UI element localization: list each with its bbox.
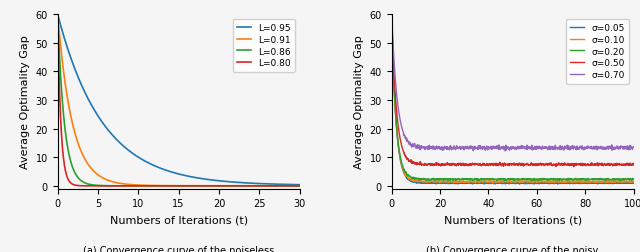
- Text: (a) Convergence curve of the noiseless: (a) Convergence curve of the noiseless: [83, 245, 274, 252]
- L=0.95: [252, 182, 260, 185]
- σ=0.05: [486, 182, 493, 185]
- σ=0.70: [486, 147, 493, 150]
- Line: σ=0.10: σ=0.10: [392, 15, 634, 183]
- Line: σ=0.50: σ=0.50: [392, 15, 634, 167]
- σ=0.50: [486, 163, 493, 166]
- σ=0.20: [475, 179, 483, 182]
- σ=0.20: [581, 179, 589, 182]
- Line: σ=0.05: σ=0.05: [392, 15, 634, 184]
- Y-axis label: Average Optimality Gap: Average Optimality Gap: [354, 36, 364, 169]
- σ=0.70: [581, 148, 589, 151]
- X-axis label: Numbers of Iterations (t): Numbers of Iterations (t): [444, 214, 582, 224]
- σ=0.70: [630, 146, 637, 149]
- L=0.80: [291, 185, 298, 188]
- L=0.86: [54, 14, 61, 17]
- Line: L=0.80: L=0.80: [58, 15, 300, 186]
- σ=0.70: [554, 148, 562, 151]
- Y-axis label: Average Optimality Gap: Average Optimality Gap: [20, 36, 30, 169]
- L=0.80: [185, 185, 193, 188]
- Line: σ=0.20: σ=0.20: [392, 15, 634, 181]
- Line: L=0.91: L=0.91: [58, 15, 300, 186]
- σ=0.20: [486, 178, 493, 181]
- σ=0.20: [412, 177, 420, 180]
- L=0.95: [169, 171, 177, 174]
- σ=0.70: [501, 150, 509, 153]
- σ=0.10: [412, 179, 420, 182]
- L=0.95: [170, 172, 178, 175]
- σ=0.50: [554, 163, 562, 166]
- L=0.95: [296, 183, 303, 186]
- σ=0.10: [494, 180, 502, 183]
- σ=0.10: [630, 181, 637, 184]
- σ=0.70: [412, 147, 420, 150]
- L=0.86: [170, 184, 178, 187]
- σ=0.10: [581, 180, 589, 183]
- Legend: L=0.95, L=0.91, L=0.86, L=0.80: L=0.95, L=0.91, L=0.86, L=0.80: [233, 20, 295, 73]
- σ=0.70: [388, 11, 396, 14]
- X-axis label: Numbers of Iterations (t): Numbers of Iterations (t): [109, 214, 248, 224]
- L=0.91: [170, 184, 178, 187]
- L=0.91: [54, 14, 61, 17]
- σ=0.05: [494, 182, 502, 185]
- σ=0.70: [577, 145, 584, 148]
- L=0.80: [169, 185, 177, 188]
- σ=0.50: [630, 164, 637, 167]
- σ=0.20: [554, 178, 562, 181]
- L=0.91: [296, 184, 303, 187]
- σ=0.05: [554, 182, 562, 185]
- L=0.91: [252, 184, 260, 187]
- σ=0.05: [388, 14, 396, 17]
- L=0.80: [253, 185, 260, 188]
- L=0.91: [290, 184, 298, 187]
- σ=0.05: [577, 181, 584, 184]
- L=0.95: [185, 175, 193, 178]
- σ=0.50: [570, 166, 578, 169]
- σ=0.10: [496, 181, 504, 184]
- σ=0.50: [577, 163, 584, 166]
- σ=0.20: [630, 178, 637, 181]
- σ=0.10: [486, 180, 493, 183]
- L=0.86: [198, 184, 205, 187]
- L=0.95: [290, 183, 298, 186]
- L=0.80: [296, 185, 303, 188]
- L=0.91: [198, 184, 205, 187]
- Line: L=0.86: L=0.86: [58, 15, 300, 186]
- L=0.80: [201, 185, 209, 188]
- σ=0.10: [554, 180, 562, 183]
- L=0.86: [169, 184, 177, 187]
- σ=0.50: [388, 14, 396, 17]
- σ=0.20: [495, 178, 502, 181]
- L=0.80: [170, 185, 178, 188]
- L=0.95: [54, 14, 61, 17]
- σ=0.20: [388, 14, 396, 17]
- L=0.86: [185, 184, 193, 187]
- σ=0.05: [531, 183, 538, 186]
- L=0.86: [296, 184, 303, 187]
- σ=0.05: [630, 182, 637, 185]
- L=0.91: [185, 184, 193, 187]
- σ=0.05: [581, 182, 589, 185]
- L=0.86: [252, 184, 260, 187]
- L=0.86: [290, 184, 298, 187]
- L=0.91: [169, 184, 177, 187]
- Line: σ=0.70: σ=0.70: [392, 12, 634, 151]
- Line: L=0.95: L=0.95: [58, 15, 300, 185]
- σ=0.50: [412, 162, 420, 165]
- Legend: σ=0.05, σ=0.10, σ=0.20, σ=0.50, σ=0.70: σ=0.05, σ=0.10, σ=0.20, σ=0.50, σ=0.70: [566, 20, 629, 84]
- L=0.80: [198, 185, 205, 188]
- σ=0.10: [388, 14, 396, 17]
- σ=0.70: [494, 148, 502, 151]
- L=0.80: [54, 14, 61, 17]
- σ=0.50: [581, 164, 589, 167]
- σ=0.10: [577, 180, 584, 183]
- σ=0.05: [412, 182, 420, 185]
- σ=0.50: [494, 164, 502, 167]
- σ=0.20: [577, 179, 584, 182]
- L=0.95: [198, 177, 205, 180]
- Text: (b) Convergence curve of the noisy: (b) Convergence curve of the noisy: [426, 245, 598, 252]
